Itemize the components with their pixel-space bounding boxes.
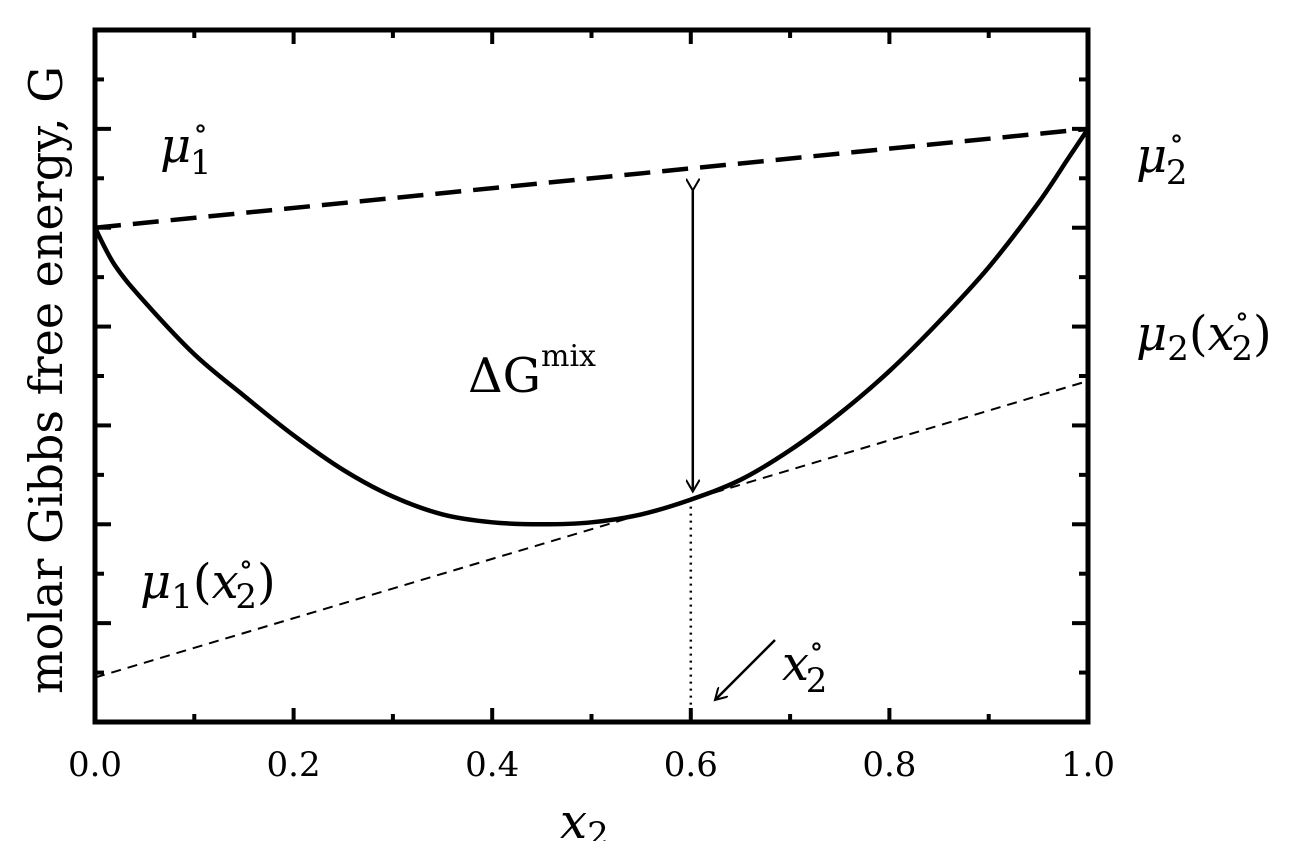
axis-ticks — [93, 28, 1090, 724]
pure-component-line — [94, 126, 1089, 230]
x-tick-label: 0.2 — [267, 745, 321, 785]
annotation-mu1-x2: μ1(x∘ 2) — [140, 547, 276, 617]
x-tick-label: 0.6 — [664, 745, 718, 785]
annotation-delta-g-mix: ΔGmix — [468, 339, 596, 404]
annotation-mu1-standard: μ∘ 1 — [160, 111, 212, 183]
x-tick-label: 0.8 — [862, 745, 916, 785]
x-tick-label: 1.0 — [1061, 745, 1115, 785]
y-axis-label: molar Gibbs free energy, G — [19, 66, 73, 694]
annotation-mu2-standard: μ∘ 2 — [1136, 121, 1188, 193]
tangent-line — [94, 379, 1089, 679]
plot-frame — [92, 27, 1091, 725]
x-axis-label: x2 — [560, 794, 609, 841]
chart-curves — [93, 126, 1090, 722]
x-tick-label: 0.4 — [465, 745, 519, 785]
x-tick-label: 0.0 — [68, 745, 122, 785]
annotation-mu2-x2: μ2(x∘ 2) — [1136, 299, 1272, 369]
x2-pointer-arrow — [715, 639, 776, 700]
gibbs-curve — [93, 127, 1090, 527]
x-tick-labels: 0.0 0.2 0.4 0.6 0.8 1.0 — [68, 745, 1115, 785]
annotation-x2-standard: x∘ 2 — [782, 629, 827, 701]
